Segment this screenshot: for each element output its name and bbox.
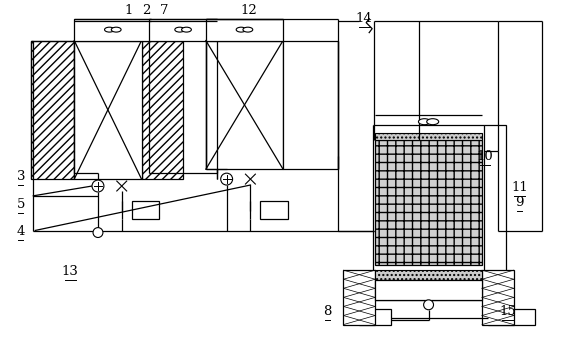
Text: 13: 13 [62,265,79,278]
Text: 3: 3 [16,170,25,183]
Text: 2: 2 [142,4,151,17]
Text: 9: 9 [516,196,524,209]
Text: 1: 1 [125,4,133,17]
Text: 15: 15 [499,305,516,318]
Text: 11: 11 [511,181,528,194]
Ellipse shape [418,119,430,125]
Text: 7: 7 [160,4,169,17]
Text: 12: 12 [240,4,257,17]
Bar [283,40,338,169]
Text: 4: 4 [17,225,25,239]
Bar [206,19,283,40]
Ellipse shape [111,27,121,32]
Text: 5: 5 [17,198,25,211]
Bar [375,270,482,280]
Bar [260,201,288,219]
Ellipse shape [243,27,253,32]
Bar [150,19,217,40]
Circle shape [92,180,104,192]
Bar [375,280,482,300]
Bar [74,40,142,179]
Bar [375,133,482,139]
Text: 10: 10 [477,150,494,163]
Bar [132,201,160,219]
Bar [375,139,482,265]
Bar [206,40,283,169]
Ellipse shape [427,119,438,125]
Ellipse shape [182,27,191,32]
Circle shape [221,173,233,185]
Bar [31,40,74,179]
Bar [74,19,151,40]
Bar [343,270,375,325]
Bar [484,125,506,300]
Ellipse shape [104,27,114,32]
Ellipse shape [236,27,246,32]
Text: 14: 14 [356,12,372,25]
Circle shape [93,228,103,238]
Text: 8: 8 [324,305,332,318]
Ellipse shape [175,27,184,32]
Circle shape [423,300,433,310]
Bar [359,309,391,325]
Bar [482,270,514,325]
Bar [142,40,183,179]
Bar [488,309,535,325]
